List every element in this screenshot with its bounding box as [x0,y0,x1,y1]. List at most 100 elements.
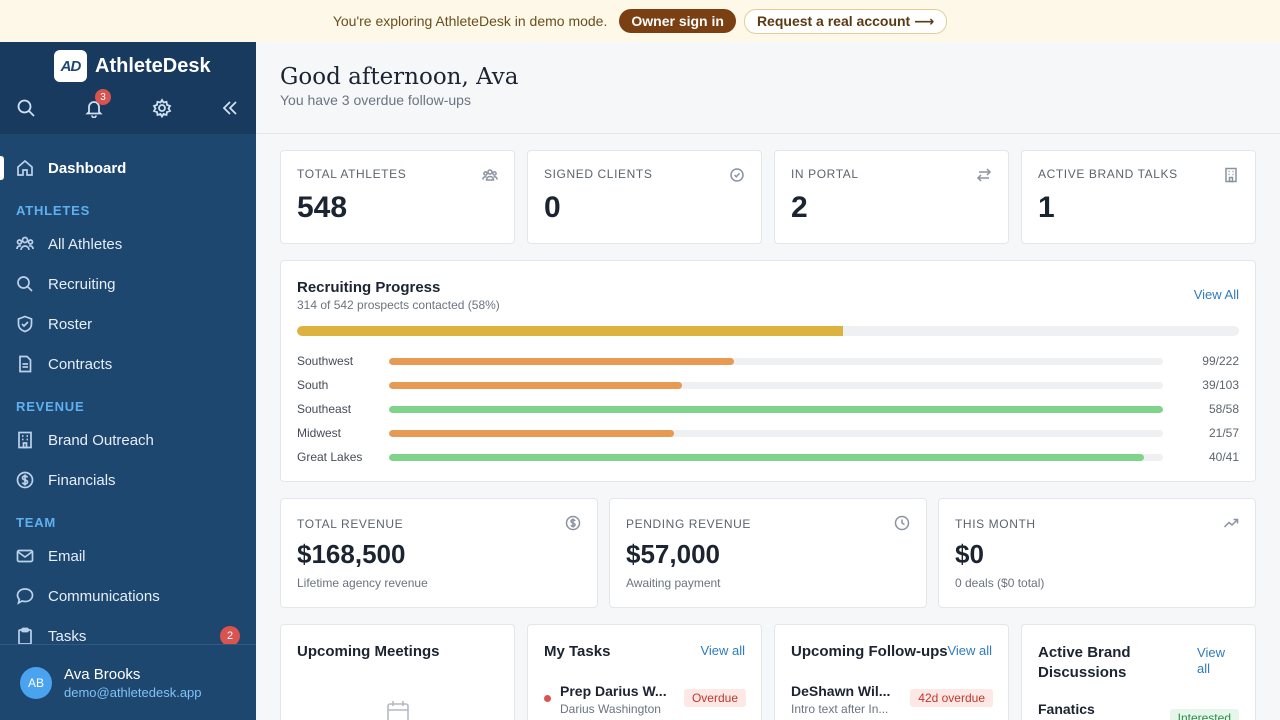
region-count: 99/222 [1202,354,1239,368]
brands-view-all-link[interactable]: View all [1197,645,1225,677]
shield-icon [17,315,33,333]
bell-icon[interactable]: 3 [84,89,111,119]
panel-title-line: Discussions [1038,664,1127,681]
panel-title: Upcoming Meetings [297,643,440,660]
followup-item[interactable]: DeShawn Wil... Intro text after In... 42… [791,683,993,720]
user-email: demo@athletedesk.app [64,684,202,700]
task-item[interactable]: Prep Darius W... Darius Washington Overd… [544,683,746,720]
swap-icon [976,167,992,183]
request-account-button[interactable]: Request a real account ⟶ [743,8,948,34]
link-line: View [1197,645,1225,660]
sidebar-item-recruiting[interactable]: Recruiting [0,264,256,304]
main-content: Good afternoon, Ava You have 3 overdue f… [256,42,1280,720]
followups-view-all-link[interactable]: View all [947,643,992,658]
sidebar-item-financials[interactable]: Financials [0,460,256,500]
tasks-count-badge: 2 [220,626,240,646]
sidebar-header: AD AthleteDesk 3 [0,42,256,134]
section-athletes: ATHLETES [16,203,91,218]
region-progress-bar [389,454,1163,461]
region-name: South [297,378,329,392]
region-count: 39/103 [1202,378,1239,392]
revenue-value: $168,500 [297,539,406,569]
team-icon [16,236,34,251]
region-count: 40/41 [1208,450,1239,464]
stat-label: TOTAL ATHLETES [297,167,407,181]
stat-card-signed-clients[interactable]: SIGNED CLIENTS 0 [527,150,762,244]
active-brand-discussions-panel: Active Brand Discussions View all Fanati… [1021,624,1256,720]
dollar-icon [565,515,581,531]
overall-progress-bar [297,326,1239,336]
sidebar-item-email[interactable]: Email [0,536,256,576]
revenue-card-pending[interactable]: PENDING REVENUE $57,000 Awaiting payment [609,498,927,608]
sidebar-item-label: All Athletes [48,235,123,253]
upcoming-followups-panel: Upcoming Follow-ups View all DeShawn Wil… [774,624,1009,720]
status-badge: 42d overdue [910,689,993,707]
sidebar-item-label: Contracts [48,355,113,373]
status-badge: Overdue [683,689,746,707]
sidebar-item-communications[interactable]: Communications [0,576,256,616]
region-progress-fill [389,406,1163,413]
revenue-label: TOTAL REVENUE [297,517,404,531]
demo-banner: You're exploring AthleteDesk in demo mod… [0,0,1280,42]
overall-progress-fill [297,326,844,336]
stat-value: 548 [297,191,348,224]
revenue-label: THIS MONTH [955,517,1036,531]
region-row: Southwest 99/222 [297,354,1239,370]
region-progress-fill [389,430,674,437]
region-count: 58/58 [1208,402,1239,416]
upcoming-meetings-panel: Upcoming Meetings [280,624,515,720]
document-icon [19,355,32,373]
stat-card-total-athletes[interactable]: TOTAL ATHLETES 548 [280,150,515,244]
collapse-sidebar-icon[interactable] [220,98,240,118]
followup-name: DeShawn Wil... [791,683,891,699]
recruiting-view-all-link[interactable]: View All [1193,287,1239,302]
search-icon[interactable] [16,98,36,118]
stat-value: 0 [544,191,561,224]
stat-card-in-portal[interactable]: IN PORTAL 2 [774,150,1009,244]
chat-icon [16,588,34,605]
user-profile[interactable]: AB Ava Brooks demo@athletedesk.app [0,644,256,720]
sidebar-item-label: Recruiting [48,275,116,293]
priority-dot [544,695,551,702]
task-name: Prep Darius W... [560,683,667,699]
link-line: all [1197,661,1211,676]
region-progress-bar [389,382,1163,389]
brand-logo: AD [54,50,87,82]
gear-icon[interactable] [152,98,172,119]
mail-icon [16,549,34,563]
sidebar-item-contracts[interactable]: Contracts [0,344,256,384]
sidebar-item-tasks[interactable]: Tasks 2 [0,616,256,656]
page-header: Good afternoon, Ava You have 3 overdue f… [256,42,1280,134]
revenue-value: $57,000 [626,539,720,569]
region-row: South 39/103 [297,378,1239,394]
building-icon [1223,167,1239,183]
check-circle-icon [729,167,745,183]
clock-icon [894,515,910,531]
region-name: Southeast [297,402,352,416]
revenue-card-this-month[interactable]: THIS MONTH $0 0 deals ($0 total) [938,498,1256,608]
recruiting-progress-card: Recruiting Progress 314 of 542 prospects… [280,260,1256,482]
sidebar-item-brand-outreach[interactable]: Brand Outreach [0,420,256,460]
sidebar-item-roster[interactable]: Roster [0,304,256,344]
panel-title: Upcoming Follow-ups [791,643,948,660]
clipboard-icon [18,627,32,645]
notification-count-badge: 3 [95,89,111,105]
region-row: Southeast 58/58 [297,402,1239,418]
region-count: 21/57 [1208,426,1239,440]
sidebar-item-dashboard[interactable]: Dashboard [0,148,256,188]
trend-up-icon [1223,515,1239,531]
owner-sign-in-button[interactable]: Owner sign in [619,9,736,33]
sidebar-item-label: Brand Outreach [48,431,154,449]
demo-message: You're exploring AthleteDesk in demo mod… [332,13,608,29]
revenue-card-total[interactable]: TOTAL REVENUE $168,500 Lifetime agency r… [280,498,598,608]
task-athlete: Darius Washington [560,702,661,716]
sidebar-item-label: Tasks [48,627,87,645]
recruiting-title: Recruiting Progress [297,279,441,296]
stat-card-active-brand-talks[interactable]: ACTIVE BRAND TALKS 1 [1021,150,1256,244]
tasks-view-all-link[interactable]: View all [700,643,745,658]
brand[interactable]: AD AthleteDesk [54,50,211,82]
region-name: Midwest [297,426,342,440]
stat-value: 2 [791,191,808,224]
sidebar-item-all-athletes[interactable]: All Athletes [0,224,256,264]
brand-name[interactable]: Fanatics [1038,701,1095,717]
